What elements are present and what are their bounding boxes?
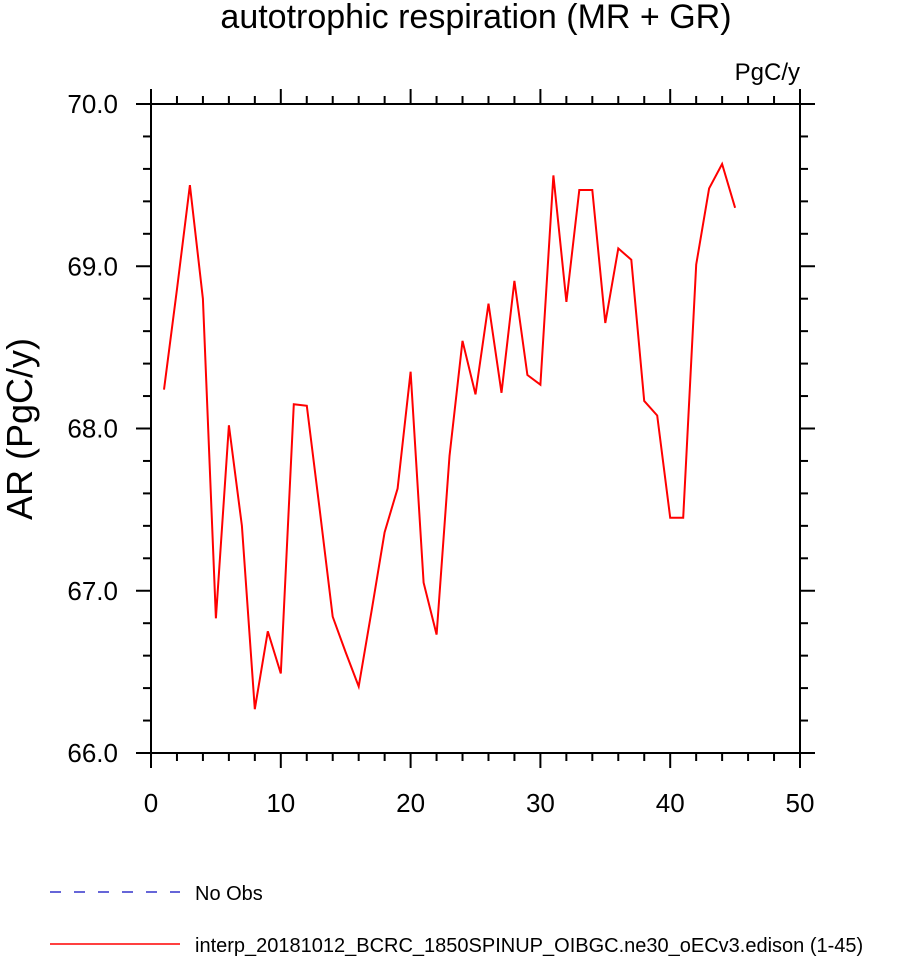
legend: No Obs interp_20181012_BCRC_1850SPINUP_O… <box>50 883 863 957</box>
y-axis-label: AR (PgC/y) <box>0 338 40 520</box>
axis-ticks <box>136 89 815 768</box>
x-tick-label: 50 <box>786 788 815 818</box>
series-group <box>163 161 737 710</box>
y-tick-label: 67.0 <box>67 576 118 606</box>
x-tick-label: 30 <box>526 788 555 818</box>
x-tick-label: 20 <box>396 788 425 818</box>
x-tick-label: 0 <box>144 788 158 818</box>
y-tick-label: 70.0 <box>67 89 118 119</box>
plot-frame <box>150 103 801 754</box>
y-tick-label: 68.0 <box>67 414 118 444</box>
chart-title: autotrophic respiration (MR + GR) <box>220 0 731 36</box>
y-tick-label: 66.0 <box>67 738 118 768</box>
axis-tick-labels: 0 10 20 30 40 50 66.0 67.0 68.0 69.0 70.0 <box>67 89 814 818</box>
x-tick-label: 40 <box>656 788 685 818</box>
x-tick-label: 10 <box>266 788 295 818</box>
legend-label-no-obs: No Obs <box>195 883 263 905</box>
y-tick-label: 69.0 <box>67 251 118 281</box>
legend-label-model: interp_20181012_BCRC_1850SPINUP_OIBGC.ne… <box>195 935 863 957</box>
series-line-0 <box>163 161 737 710</box>
units-label: PgC/y <box>735 59 800 86</box>
